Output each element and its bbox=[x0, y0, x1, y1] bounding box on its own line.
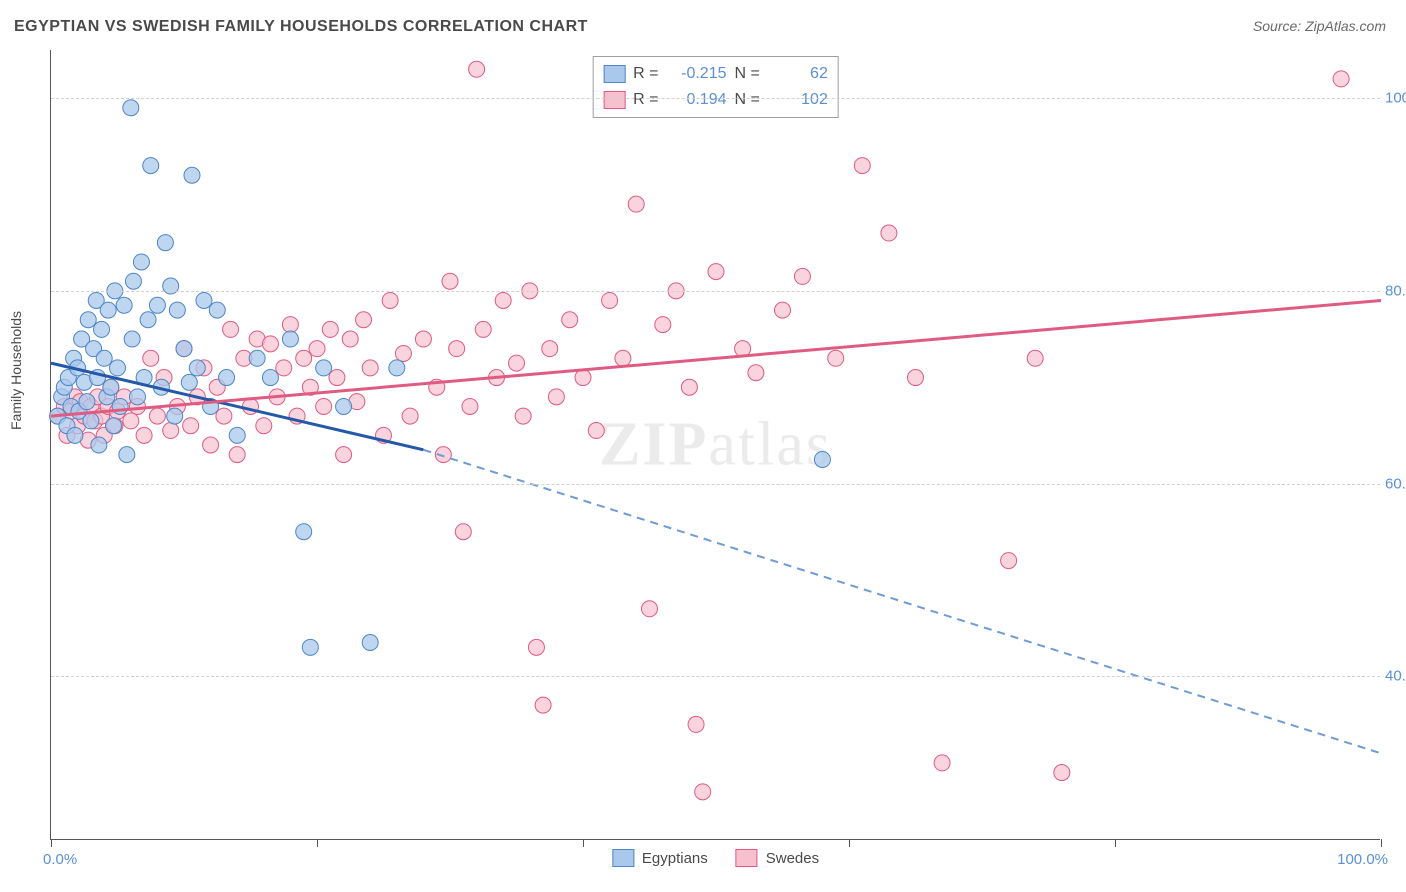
legend-series: Egyptians Swedes bbox=[612, 849, 819, 867]
n-label: N = bbox=[735, 65, 760, 83]
gridline-h bbox=[51, 291, 1380, 292]
x-tick bbox=[317, 839, 318, 847]
legend-stats-row-swedes: R = 0.194 N = 102 bbox=[603, 87, 828, 113]
r-value-egyptians: -0.215 bbox=[667, 65, 727, 83]
legend-item-egyptians: Egyptians bbox=[612, 849, 708, 867]
legend-stats: R = -0.215 N = 62 R = 0.194 N = 102 bbox=[592, 56, 839, 118]
x-tick bbox=[1381, 839, 1382, 847]
r-value-swedes: 0.194 bbox=[667, 91, 727, 109]
n-label: N = bbox=[735, 91, 760, 109]
swatch-swedes bbox=[603, 91, 625, 109]
legend-label: Egyptians bbox=[642, 850, 708, 867]
n-value-swedes: 102 bbox=[768, 91, 828, 109]
y-axis-label: Family Households bbox=[8, 311, 24, 430]
chart-title: EGYPTIAN VS SWEDISH FAMILY HOUSEHOLDS CO… bbox=[14, 18, 588, 36]
n-value-egyptians: 62 bbox=[768, 65, 828, 83]
y-tick-label: 80.0% bbox=[1385, 282, 1406, 299]
chart-source: Source: ZipAtlas.com bbox=[1253, 18, 1386, 34]
chart-svg bbox=[51, 50, 1380, 839]
gridline-h bbox=[51, 676, 1380, 677]
gridline-h bbox=[51, 98, 1380, 99]
legend-label: Swedes bbox=[766, 850, 819, 867]
r-label: R = bbox=[633, 91, 658, 109]
plot-area: ZIPatlas R = -0.215 N = 62 R = 0.194 N =… bbox=[50, 50, 1380, 840]
swatch-egyptians bbox=[612, 849, 634, 867]
swatch-swedes bbox=[736, 849, 758, 867]
x-tick bbox=[51, 839, 52, 847]
x-tick bbox=[583, 839, 584, 847]
legend-item-swedes: Swedes bbox=[736, 849, 819, 867]
x-tick bbox=[1115, 839, 1116, 847]
y-tick-label: 100.0% bbox=[1385, 90, 1406, 107]
x-tick bbox=[849, 839, 850, 847]
gridline-h bbox=[51, 484, 1380, 485]
x-axis-min-label: 0.0% bbox=[43, 851, 77, 868]
swatch-egyptians bbox=[603, 65, 625, 83]
y-tick-label: 60.0% bbox=[1385, 475, 1406, 492]
r-label: R = bbox=[633, 65, 658, 83]
legend-stats-row-egyptians: R = -0.215 N = 62 bbox=[603, 61, 828, 87]
x-axis-max-label: 100.0% bbox=[1337, 851, 1388, 868]
y-tick-label: 40.0% bbox=[1385, 668, 1406, 685]
